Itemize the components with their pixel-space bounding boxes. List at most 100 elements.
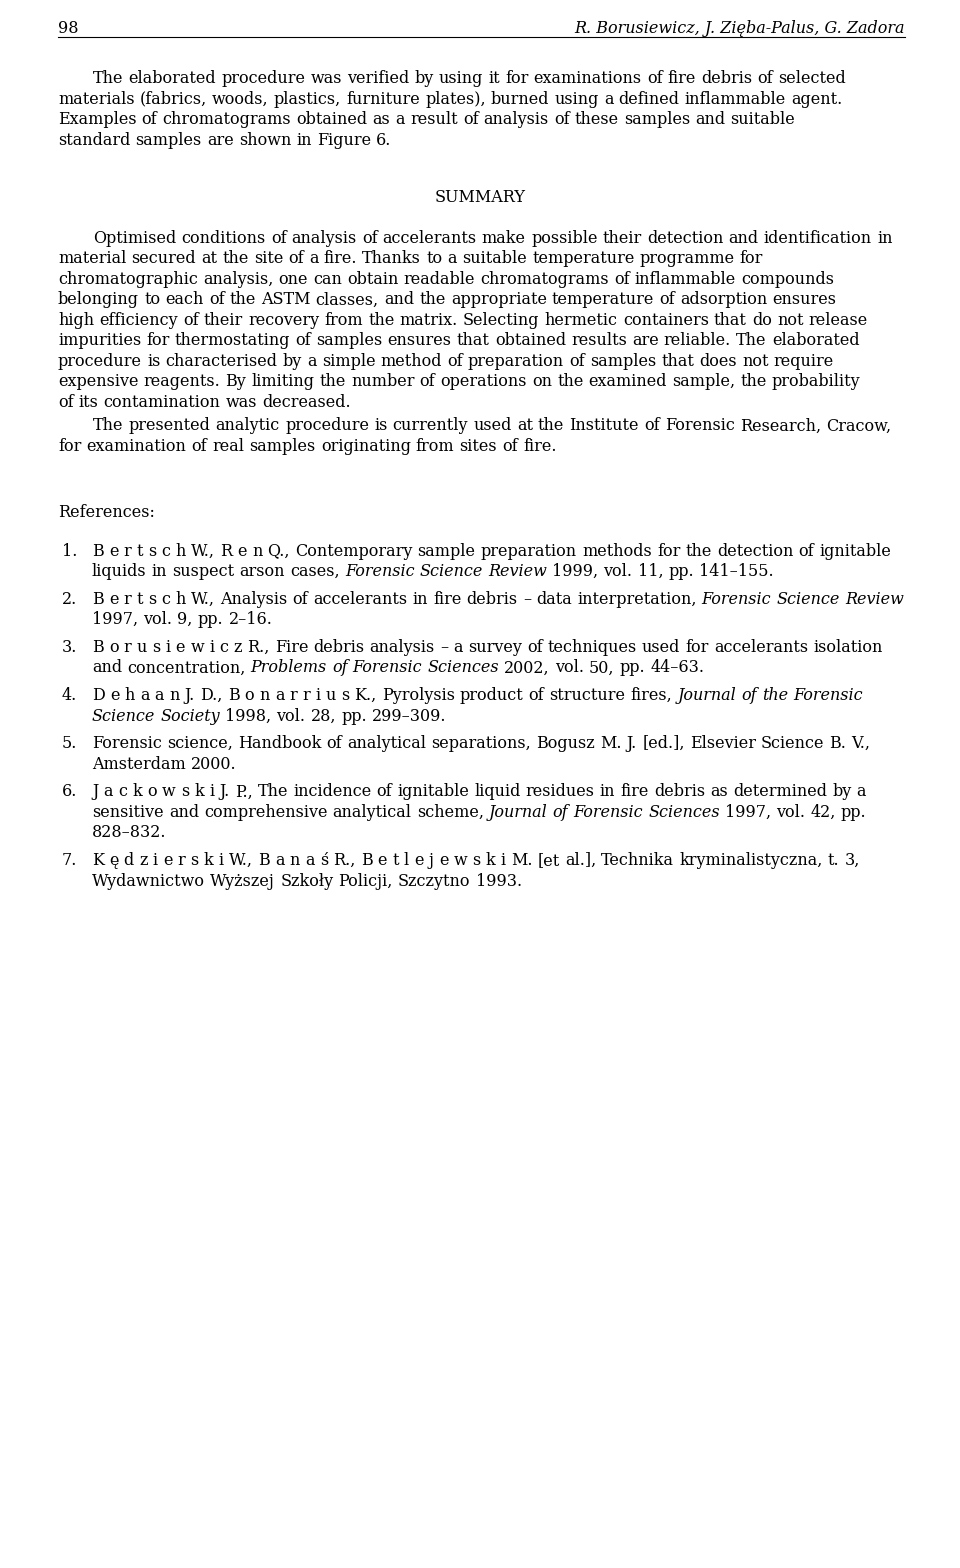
Text: R.,: R.,: [333, 851, 355, 869]
Text: defined: defined: [618, 91, 680, 108]
Text: examination: examination: [86, 437, 186, 455]
Text: a: a: [104, 784, 113, 800]
Text: the: the: [685, 543, 711, 560]
Text: for: for: [58, 437, 82, 455]
Text: 2000.: 2000.: [191, 756, 236, 773]
Text: of: of: [502, 437, 518, 455]
Text: Science: Science: [761, 735, 825, 753]
Text: of: of: [209, 292, 225, 309]
Text: efficiency: efficiency: [99, 312, 178, 329]
Text: samples: samples: [316, 332, 382, 350]
Text: a: a: [453, 638, 463, 655]
Text: adsorption: adsorption: [680, 292, 767, 309]
Text: B.: B.: [829, 735, 847, 753]
Text: the: the: [420, 292, 445, 309]
Text: c: c: [161, 591, 170, 608]
Text: The: The: [736, 332, 767, 350]
Text: and: and: [695, 111, 726, 129]
Text: [ed.],: [ed.],: [642, 735, 684, 753]
Text: Contemporary: Contemporary: [295, 543, 413, 560]
Text: w: w: [162, 784, 176, 800]
Text: preparation: preparation: [481, 543, 577, 560]
Text: of: of: [326, 735, 342, 753]
Text: Szkoły: Szkoły: [280, 872, 333, 889]
Text: of: of: [362, 230, 377, 246]
Text: programme: programme: [639, 251, 734, 268]
Text: pp.: pp.: [341, 707, 367, 724]
Text: debris: debris: [467, 591, 517, 608]
Text: at: at: [516, 417, 533, 434]
Text: structure: structure: [549, 687, 625, 704]
Text: 42,: 42,: [810, 804, 835, 822]
Text: W.,: W.,: [191, 591, 215, 608]
Text: 2002,: 2002,: [504, 660, 550, 676]
Text: J.: J.: [627, 735, 637, 753]
Text: as: as: [710, 784, 728, 800]
Text: Forensic: Forensic: [702, 591, 771, 608]
Text: –: –: [440, 638, 448, 655]
Text: and: and: [384, 292, 414, 309]
Text: c: c: [220, 638, 228, 655]
Text: in: in: [877, 230, 893, 246]
Text: is: is: [374, 417, 388, 434]
Text: the: the: [557, 373, 584, 390]
Text: analytical: analytical: [348, 735, 426, 753]
Text: vol.: vol.: [555, 660, 584, 676]
Text: J: J: [92, 784, 98, 800]
Text: The: The: [257, 784, 288, 800]
Text: chromatograms: chromatograms: [162, 111, 291, 129]
Text: 1997,: 1997,: [92, 612, 138, 629]
Text: e: e: [163, 851, 173, 869]
Text: J.: J.: [219, 784, 229, 800]
Text: fire.: fire.: [523, 437, 557, 455]
Text: analysis: analysis: [484, 111, 549, 129]
Text: e: e: [108, 543, 118, 560]
Text: determined: determined: [733, 784, 828, 800]
Text: of: of: [660, 292, 675, 309]
Text: characterised: characterised: [166, 353, 277, 370]
Text: probability: probability: [772, 373, 860, 390]
Text: i: i: [209, 638, 214, 655]
Text: samples: samples: [135, 132, 202, 149]
Text: c: c: [161, 543, 170, 560]
Text: accelerants: accelerants: [383, 230, 477, 246]
Text: M.: M.: [511, 851, 533, 869]
Text: SUMMARY: SUMMARY: [435, 188, 525, 205]
Text: sites: sites: [460, 437, 497, 455]
Text: 11,: 11,: [637, 563, 663, 580]
Text: of: of: [553, 804, 568, 822]
Text: appropriate: appropriate: [451, 292, 547, 309]
Text: 4.: 4.: [62, 687, 77, 704]
Text: 3,: 3,: [845, 851, 860, 869]
Text: Wyższej: Wyższej: [210, 872, 275, 889]
Text: s: s: [148, 543, 156, 560]
Text: operations: operations: [441, 373, 527, 390]
Text: z: z: [139, 851, 148, 869]
Text: fire: fire: [620, 784, 649, 800]
Text: o: o: [245, 687, 254, 704]
Text: Pyrolysis: Pyrolysis: [382, 687, 455, 704]
Text: vol.: vol.: [776, 804, 805, 822]
Text: of: of: [420, 373, 435, 390]
Text: in: in: [413, 591, 428, 608]
Text: require: require: [774, 353, 834, 370]
Text: burned: burned: [491, 91, 549, 108]
Text: analytical: analytical: [332, 804, 412, 822]
Text: ś: ś: [320, 851, 328, 869]
Text: obtained: obtained: [297, 111, 368, 129]
Text: a: a: [155, 687, 164, 704]
Text: for: for: [505, 71, 529, 86]
Text: Forensic: Forensic: [664, 417, 734, 434]
Text: residues: residues: [526, 784, 595, 800]
Text: temperature: temperature: [552, 292, 655, 309]
Text: Science: Science: [777, 591, 840, 608]
Text: Forensic: Forensic: [92, 735, 162, 753]
Text: for: for: [657, 543, 681, 560]
Text: release: release: [808, 312, 868, 329]
Text: pp.: pp.: [668, 563, 694, 580]
Text: 1997,: 1997,: [725, 804, 771, 822]
Text: 1993.: 1993.: [475, 872, 521, 889]
Text: impurities: impurities: [58, 332, 141, 350]
Text: isolation: isolation: [813, 638, 882, 655]
Text: ensures: ensures: [388, 332, 451, 350]
